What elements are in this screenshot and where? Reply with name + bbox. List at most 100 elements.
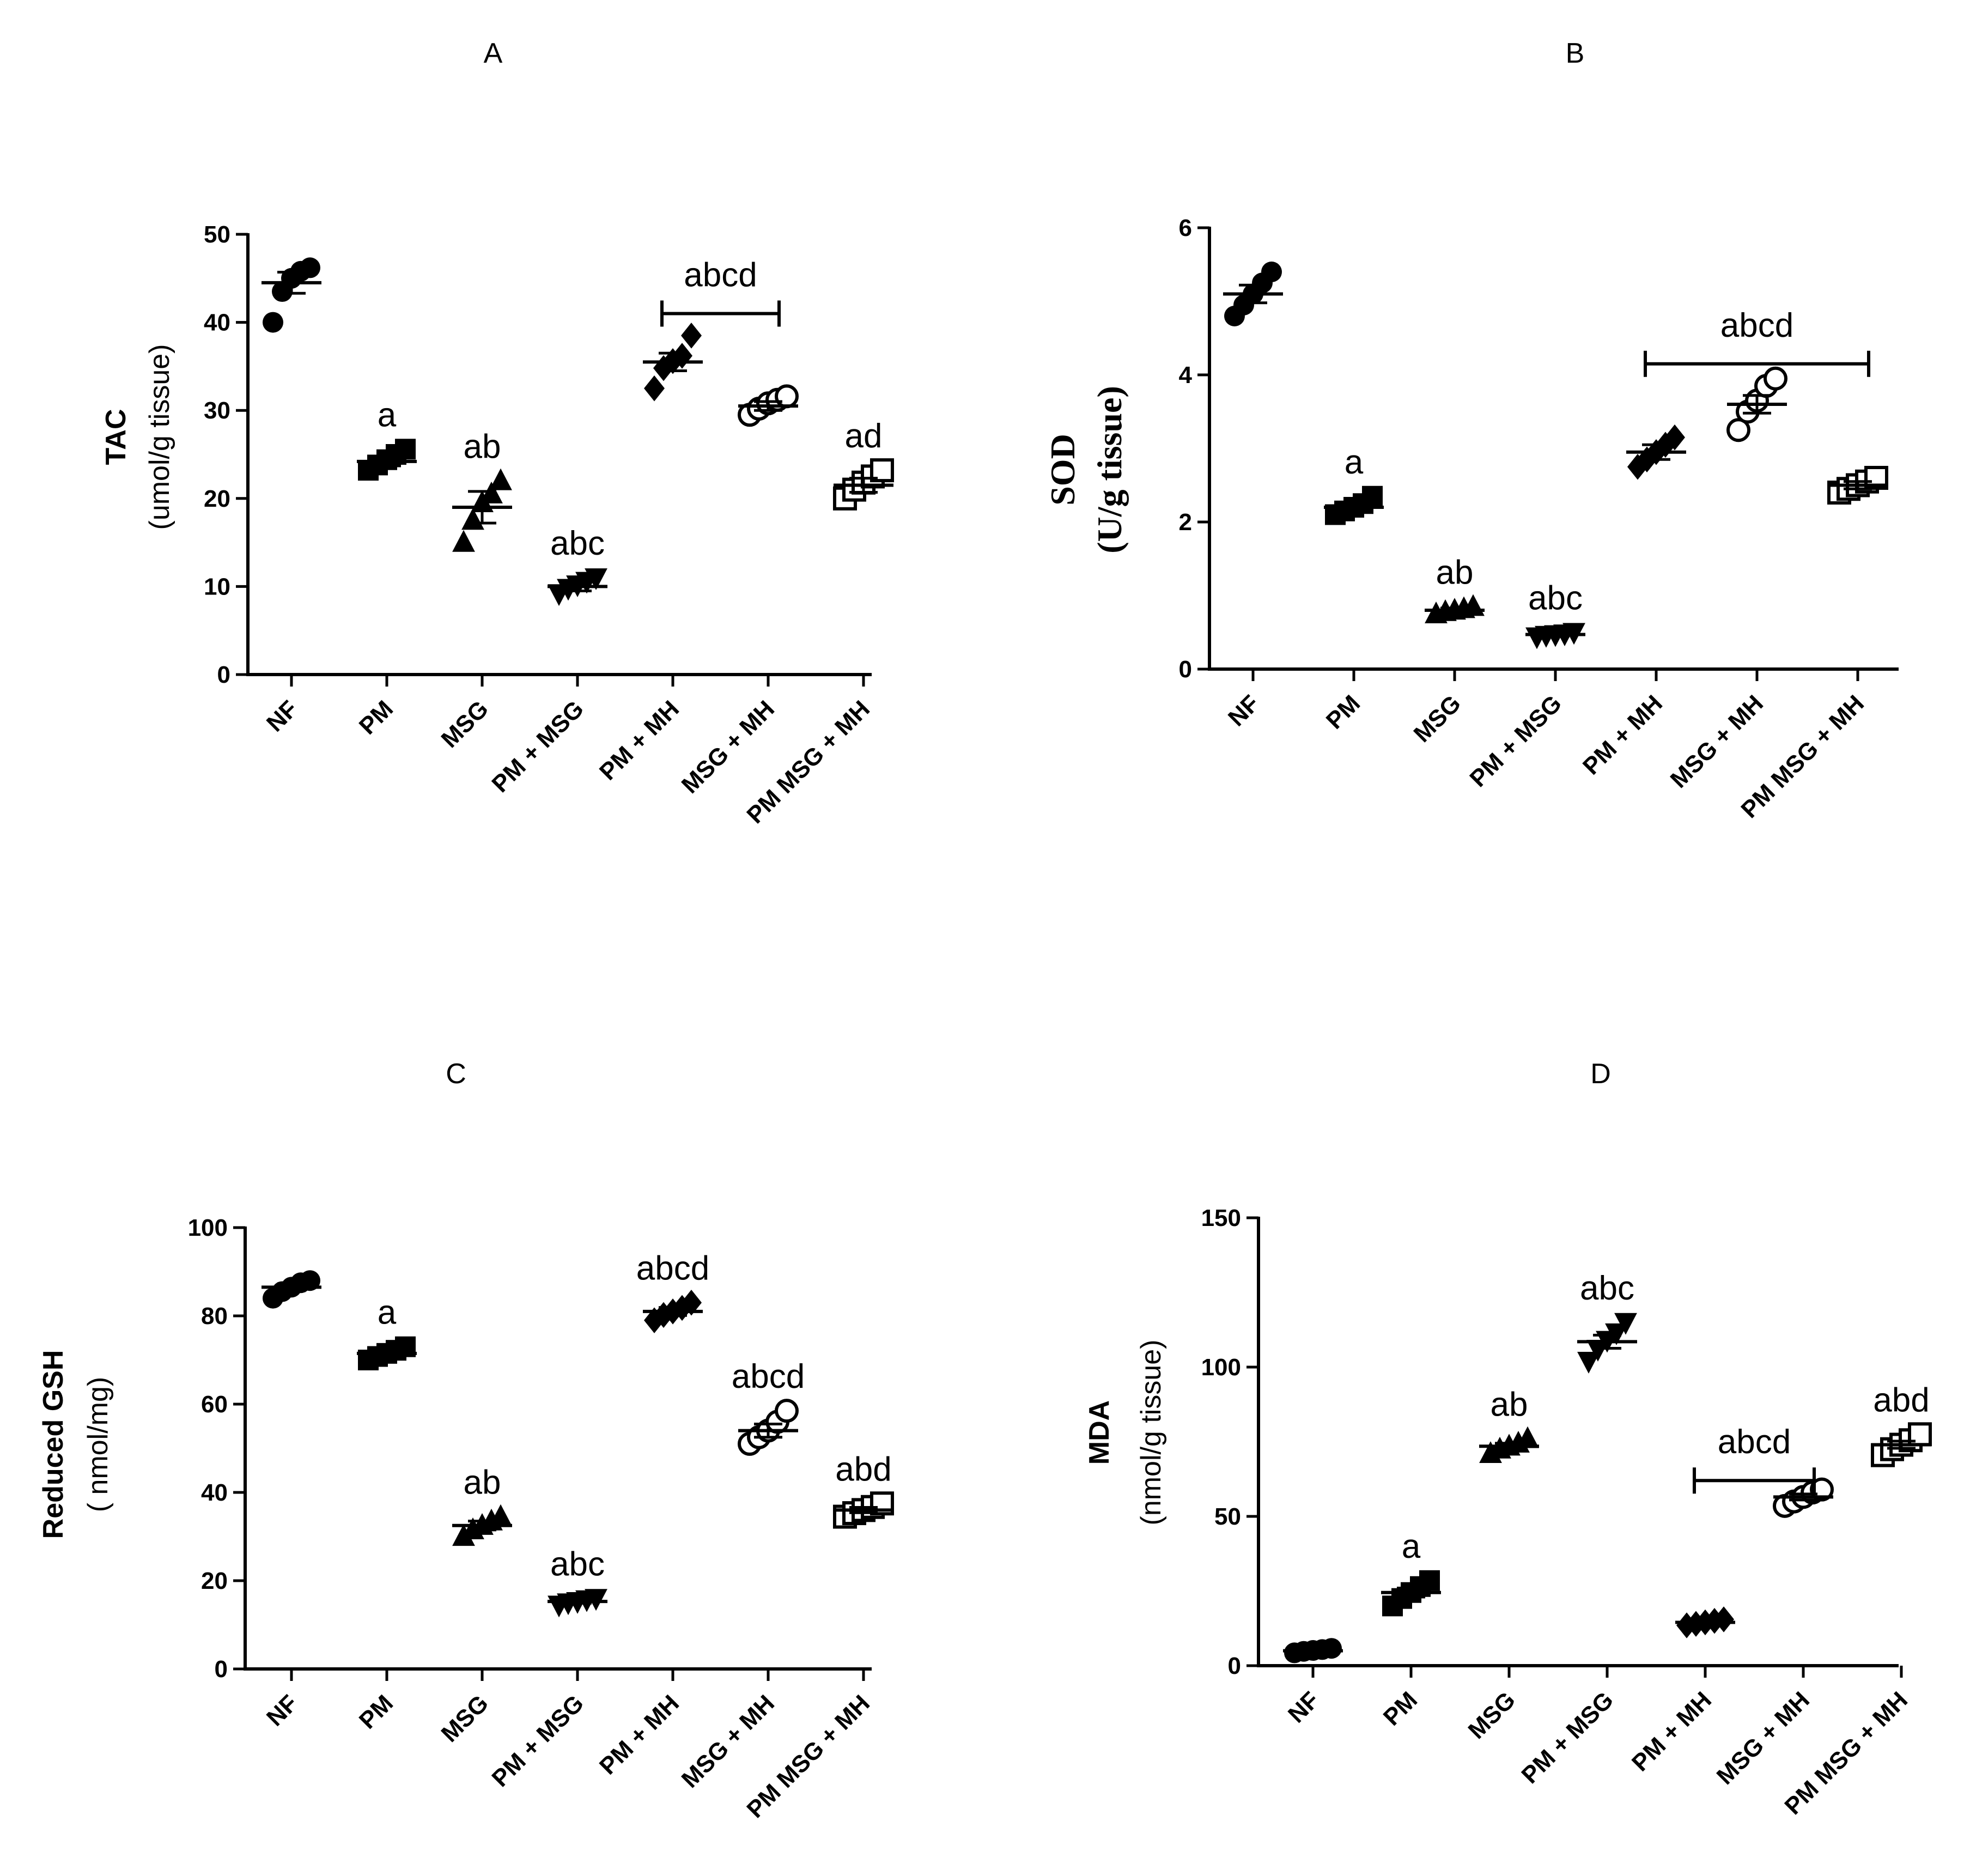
- x-category-label: PM + MSG: [1464, 690, 1567, 792]
- y-tick-label: 0: [215, 1656, 228, 1683]
- data-point: [1908, 1422, 1932, 1447]
- y-tick-label: 150: [1201, 1205, 1241, 1231]
- y-axis-unit-label: (nmol/g tissue): [1135, 1340, 1167, 1526]
- y-tick-label: 50: [204, 221, 230, 248]
- y-tick-label: 6: [1179, 215, 1192, 241]
- y-tick-label: 30: [204, 397, 230, 424]
- x-category-label: MSG: [1463, 1686, 1521, 1744]
- y-axis-label: TAC: [100, 409, 132, 465]
- y-axis-unit-label: ( nmol/mg): [82, 1377, 114, 1512]
- y-tick-label: 60: [201, 1391, 228, 1418]
- data-point: [775, 1399, 799, 1423]
- y-axis-unit-label: (umol/g tissue): [144, 344, 175, 530]
- x-category-label: NF: [262, 695, 303, 737]
- x-category-label: MSG: [436, 1690, 494, 1747]
- significance-label: a: [378, 396, 397, 434]
- significance-label: abc: [1528, 580, 1583, 617]
- y-axis-label: Reduced GSH: [38, 1350, 69, 1539]
- x-category-label: PM + MSG: [487, 1690, 589, 1792]
- significance-label: ab: [464, 1464, 501, 1502]
- bracket-label: abcd: [684, 256, 757, 294]
- panel-letter: B: [1566, 38, 1585, 69]
- significance-label: abcd: [732, 1358, 805, 1395]
- data-point: [681, 323, 702, 349]
- significance-label: abcd: [636, 1250, 709, 1288]
- y-tick-label: 80: [201, 1303, 228, 1329]
- x-category-label: PM: [1321, 690, 1365, 734]
- panel-letter: C: [446, 1058, 466, 1090]
- x-category-label: NF: [1283, 1686, 1324, 1728]
- y-tick-label: 4: [1179, 362, 1193, 388]
- data-point: [644, 375, 665, 402]
- x-category-label: PM: [354, 1690, 398, 1734]
- significance-label: abd: [1873, 1381, 1929, 1419]
- y-axis-unit-label: (U/g tissue): [1090, 386, 1129, 554]
- x-category-label: PM: [1378, 1686, 1422, 1731]
- significance-label: ab: [1436, 554, 1474, 591]
- significance-label: abc: [550, 1545, 605, 1583]
- significance-label: ab: [1491, 1386, 1528, 1424]
- bracket-label: abcd: [1718, 1423, 1791, 1461]
- significance-label: ab: [464, 428, 501, 465]
- y-axis-label: SOD: [1043, 434, 1082, 506]
- y-tick-label: 0: [1179, 656, 1192, 683]
- x-category-label: MSG + MH: [1712, 1686, 1815, 1789]
- x-category-label: PM + MSG: [1516, 1686, 1619, 1789]
- data-point: [870, 458, 894, 483]
- y-tick-label: 0: [217, 661, 230, 688]
- y-tick-label: 40: [201, 1479, 228, 1506]
- data-point: [452, 1524, 475, 1546]
- panel-a-chart: A TAC (umol/g tissue) 0 10 20 30 40 50 NF PM a MS…: [100, 38, 894, 829]
- data-point: [1321, 1638, 1342, 1659]
- significance-label: a: [1402, 1528, 1421, 1565]
- y-tick-label: 100: [1201, 1354, 1241, 1381]
- data-point: [775, 384, 799, 409]
- y-tick-label: 40: [204, 309, 230, 336]
- data-point: [585, 568, 607, 591]
- data-point: [263, 312, 283, 333]
- x-category-label: MSG + MH: [1665, 690, 1768, 793]
- x-category-label: MSG: [436, 695, 494, 753]
- data-point: [1726, 418, 1750, 442]
- x-category-label: MSG + MH: [677, 695, 780, 798]
- data-point: [489, 468, 512, 490]
- y-tick-label: 0: [1228, 1653, 1241, 1679]
- x-category-label: MSG + MH: [677, 1690, 780, 1793]
- y-tick-label: 10: [204, 573, 230, 600]
- significance-label: abd: [835, 1450, 891, 1488]
- y-tick-label: 20: [201, 1568, 228, 1594]
- significance-label: a: [1345, 444, 1364, 481]
- y-tick-label: 2: [1179, 509, 1192, 536]
- panel-d-chart: D MDA (nmol/g tissue) 0 50 100 150 NF PM a MSG a…: [1084, 1058, 1932, 1820]
- significance-label: abc: [1580, 1270, 1634, 1307]
- data-point: [681, 1289, 702, 1316]
- y-tick-label: 50: [1214, 1503, 1241, 1530]
- significance-label: ad: [845, 417, 883, 455]
- significance-label: abc: [550, 525, 605, 562]
- x-category-label: PM + MH: [1627, 1686, 1717, 1776]
- x-category-label: PM + MH: [1578, 690, 1668, 780]
- data-point: [1713, 1606, 1734, 1632]
- panel-c-chart: C Reduced GSH ( nmol/mg) 0 20 40 60 80 100 NF P…: [38, 1058, 894, 1823]
- x-category-label: PM + MSG: [487, 695, 589, 798]
- bracket-label: abcd: [1720, 307, 1793, 344]
- data-point: [1261, 262, 1282, 282]
- x-category-label: PM: [354, 695, 398, 739]
- x-category-label: NF: [1223, 690, 1264, 731]
- data-point: [300, 257, 320, 278]
- panel-b-chart: B SOD (U/g tissue) 0 2 4 6 NF PM a MSG ab PM + MS…: [1043, 38, 1899, 823]
- panel-letter: A: [484, 38, 503, 69]
- x-category-label: PM + MH: [594, 1690, 684, 1780]
- data-point: [1614, 1313, 1637, 1335]
- y-tick-label: 20: [204, 485, 230, 512]
- panel-letter: D: [1590, 1058, 1611, 1090]
- x-category-label: PM + MH: [594, 695, 684, 785]
- y-axis-label: MDA: [1084, 1400, 1115, 1465]
- data-point: [452, 530, 475, 552]
- data-point: [1577, 1351, 1600, 1374]
- x-category-label: NF: [262, 1690, 303, 1731]
- y-tick-label: 100: [188, 1215, 228, 1241]
- significance-label: a: [378, 1294, 397, 1332]
- data-point: [1764, 366, 1787, 391]
